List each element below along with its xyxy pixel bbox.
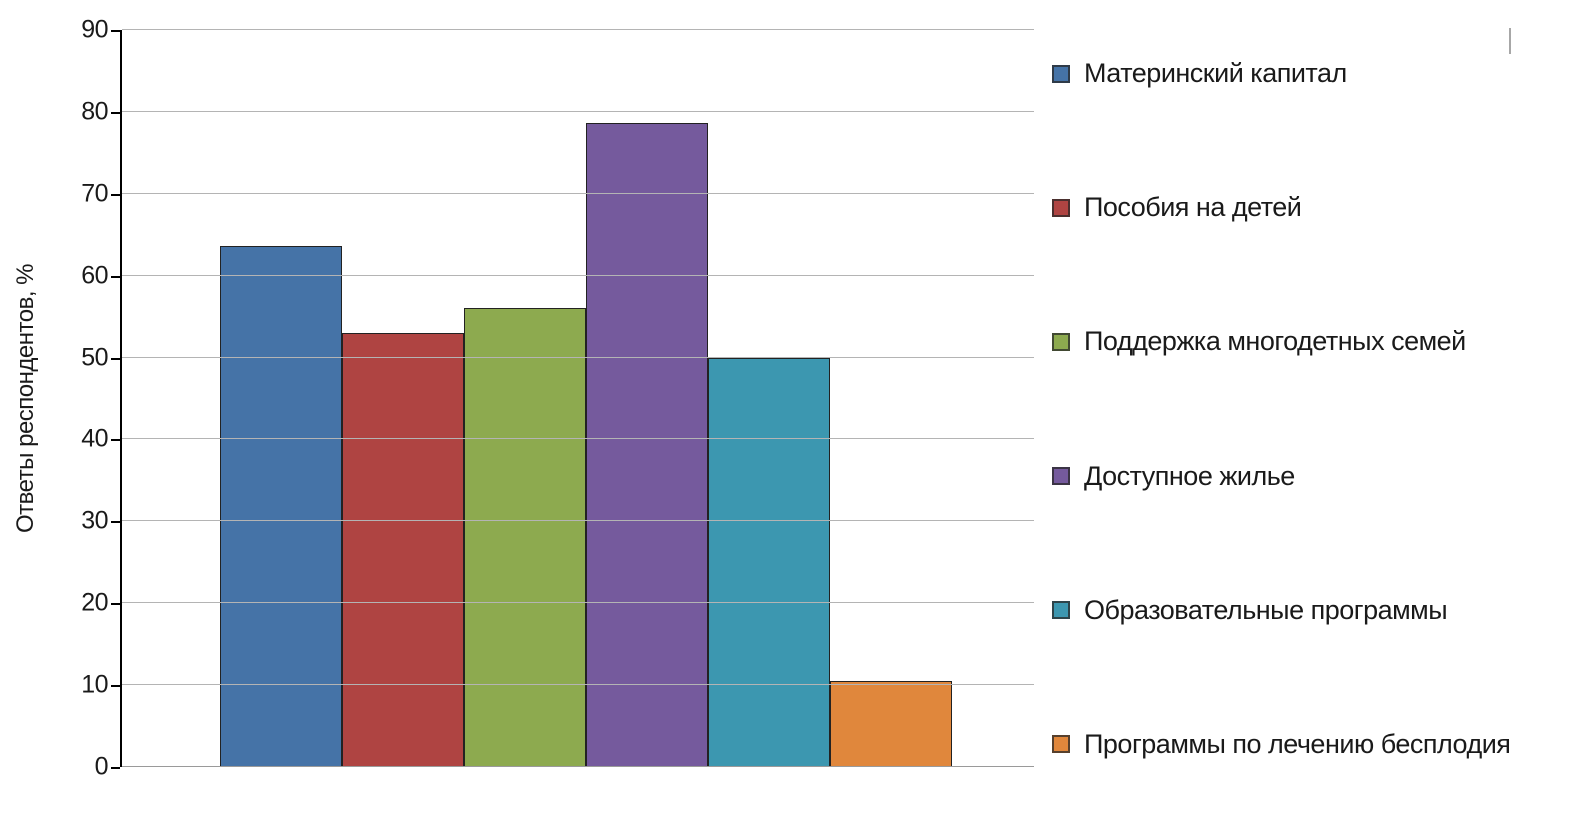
- legend-marker-icon: [1052, 64, 1070, 83]
- legend-marker-icon: [1052, 198, 1070, 217]
- gridline-40: [122, 438, 1034, 440]
- ytick-mark-20: [111, 603, 120, 606]
- ytick-label-10: 10: [81, 670, 108, 699]
- ytick-label-50: 50: [81, 343, 108, 372]
- legend-label: Программы по лечению бесплодия: [1084, 728, 1511, 759]
- gridline-20: [122, 602, 1034, 604]
- gridline-70: [122, 192, 1034, 194]
- bar-6-Программы по лечению бесплодия: [830, 681, 952, 767]
- legend-marker-icon: [1052, 735, 1070, 754]
- ytick-mark-0: [111, 767, 120, 769]
- legend-label: Образовательные программы: [1084, 594, 1448, 625]
- legend-item-6: Программы по лечению бесплодия: [1052, 729, 1562, 760]
- bar-2-Пособия на детей: [342, 333, 464, 767]
- legend-marker-icon: [1052, 467, 1070, 486]
- ytick-label-20: 20: [81, 588, 108, 617]
- ytick-label-70: 70: [81, 179, 108, 208]
- legend-marker-icon: [1052, 332, 1070, 351]
- ytick-mark-80: [111, 111, 120, 114]
- legend-item-3: Поддержка многодетных семей: [1052, 326, 1562, 357]
- gridline-30: [122, 520, 1034, 522]
- ytick-mark-40: [111, 439, 120, 442]
- legend-marker-icon: [1052, 601, 1070, 620]
- gridline-80: [122, 110, 1034, 112]
- legend-item-4: Доступное жилье: [1052, 461, 1562, 492]
- legend-label: Доступное жилье: [1084, 460, 1295, 491]
- ytick-label-80: 80: [81, 97, 108, 126]
- ytick-mark-60: [111, 275, 120, 278]
- legend-label: Материнский капитал: [1084, 58, 1347, 88]
- ytick-label-90: 90: [81, 15, 108, 44]
- legend-item-1: Материнский капитал: [1052, 58, 1562, 89]
- gridline-10: [122, 684, 1034, 686]
- gridline-50: [122, 356, 1034, 358]
- ytick-mark-30: [111, 521, 120, 524]
- bar-series: [220, 30, 952, 767]
- bar-4-Доступное жилье: [586, 122, 708, 767]
- ytick-label-0: 0: [94, 752, 109, 781]
- edge-artifact-line: [1509, 28, 1511, 54]
- bar-3-Поддержка многодетных семей: [464, 308, 586, 767]
- ytick-label-30: 30: [81, 506, 108, 535]
- gridline-60: [122, 274, 1034, 276]
- bar-5-Образовательные программы: [708, 357, 830, 767]
- legend-item-2: Пособия на детей: [1052, 192, 1562, 223]
- ytick-mark-90: [111, 30, 120, 32]
- legend-label: Пособия на детей: [1084, 192, 1302, 223]
- ytick-label-60: 60: [81, 261, 108, 290]
- ytick-mark-50: [111, 357, 120, 360]
- y-axis-tick-labels: 0 10 20 30 40 50 60 70 80 90: [0, 17, 108, 779]
- legend-label: Поддержка многодетных семей: [1084, 326, 1466, 357]
- ytick-label-40: 40: [81, 424, 108, 453]
- ytick-mark-10: [111, 685, 120, 688]
- legend-item-5: Образовательные программы: [1052, 595, 1562, 626]
- gridline-90: [122, 29, 1034, 30]
- legend: Материнский капитал Пособия на детей Подде…: [1052, 58, 1562, 760]
- plot-area: [120, 29, 1034, 767]
- bar-1-Материнский капитал: [220, 246, 342, 767]
- ytick-mark-70: [111, 193, 120, 196]
- gridline-0: [122, 766, 1034, 767]
